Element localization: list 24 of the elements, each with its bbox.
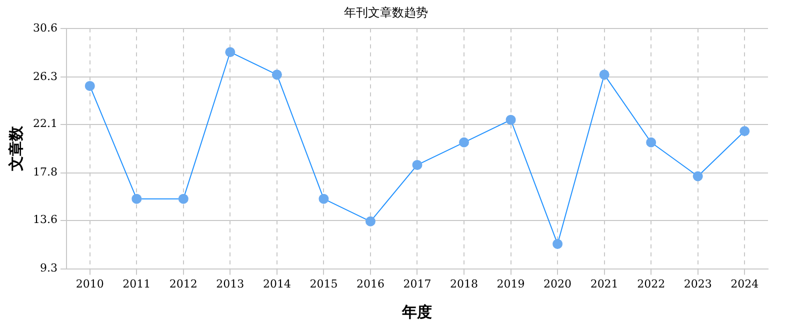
x-tick-label: 2020 (544, 277, 572, 290)
y-tick-label: 22.1 (32, 117, 58, 130)
y-tick-label: 13.6 (32, 213, 58, 226)
x-axis-title: 年度 (401, 302, 432, 321)
x-tick-label: 2018 (450, 277, 478, 290)
x-tick-label: 2023 (684, 277, 712, 290)
x-tick-label: 2014 (262, 277, 291, 290)
y-tick-label: 26.3 (32, 70, 58, 83)
x-tick-label: 2022 (637, 277, 666, 290)
x-tick-label: 2017 (403, 277, 432, 290)
x-tick-label: 2013 (216, 277, 244, 290)
y-axis-title: 文章数 (6, 125, 25, 172)
y-tick-label: 17.8 (32, 166, 58, 179)
x-tick-label: 2010 (76, 277, 104, 290)
x-tick-label: 2021 (590, 277, 618, 290)
x-tick-label: 2016 (356, 277, 384, 290)
x-tick-label: 2011 (122, 277, 151, 290)
x-tick-label: 2019 (496, 277, 525, 290)
x-tick-label: 2012 (169, 277, 198, 290)
y-tick-label: 9.3 (40, 262, 58, 275)
y-tick-label: 30.6 (32, 21, 58, 34)
x-tick-label: 2024 (730, 277, 759, 290)
x-tick-label: 2015 (310, 277, 338, 290)
chart-title: 年刊文章数趋势 (344, 5, 428, 20)
